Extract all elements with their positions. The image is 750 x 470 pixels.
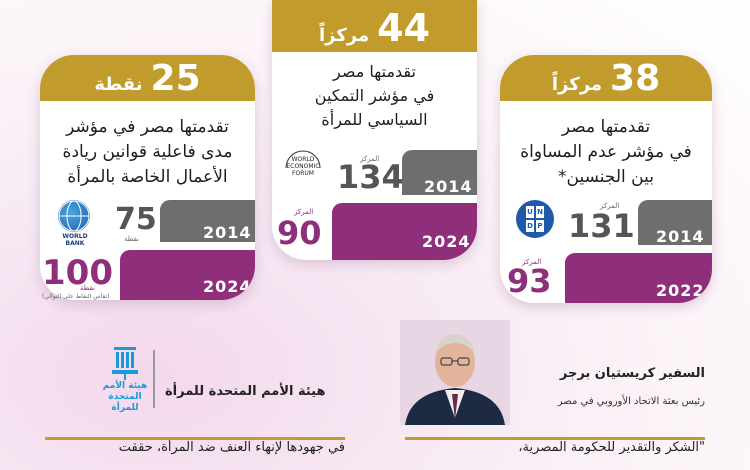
new-value: 100 [42, 253, 113, 293]
ambassador-photo [400, 320, 510, 425]
undp-letter: N [536, 206, 544, 218]
card-description: تقدمتها مصر في مؤشر مدى فاعلية قوانين ري… [50, 115, 245, 190]
old-unit: المركز [600, 202, 620, 210]
card-description: تقدمتها مصر في مؤشر عدم المساواة بين الج… [510, 115, 702, 190]
logo-text: WORLD BANK [62, 233, 88, 247]
new-value: 90 [277, 214, 322, 252]
undp-logo: U N D P [516, 200, 554, 238]
logo-text: WORLD ECONOMIC FORUM [286, 156, 320, 177]
ambassador-role: رئيس بعثة الاتحاد الأوروبي في مصر [557, 396, 705, 407]
un-women-divider [153, 350, 155, 408]
ambassador-name: السفير كريستيان برجر [559, 366, 705, 381]
quote-right: "الشكر والتقدير للحكومة المصرية، [518, 440, 705, 455]
stat-card-political-empowerment: 44 مركزاً تقدمتها مصر في مؤشر التمكين ال… [272, 0, 477, 260]
quote-left: في جهودها لإنهاء العنف ضد المرأة، حققت [118, 440, 345, 455]
improvement-number: 38 [610, 58, 661, 99]
improvement-number: 44 [377, 6, 431, 50]
old-value: 75 [115, 202, 157, 237]
un-women-icon [112, 347, 138, 380]
new-note: (تقاس النقاط على التوالي) [42, 293, 110, 300]
year-label: 2014 [424, 177, 473, 196]
year-label: 2014 [203, 223, 252, 242]
undp-letter: D [526, 220, 534, 232]
bar-2014 [402, 150, 477, 195]
bar-2014 [160, 200, 255, 242]
improvement-number: 25 [150, 58, 201, 99]
new-unit: المركز [522, 258, 542, 266]
bar-2024 [332, 203, 477, 260]
desc-line: بين الجنسين* [558, 167, 654, 187]
old-unit: المركز [360, 155, 380, 163]
year-label: 2014 [656, 227, 705, 246]
desc-line: في مؤشر عدم المساواة [520, 142, 692, 162]
bar-2022 [565, 253, 712, 303]
desc-line: السياسي للمرأة [321, 110, 428, 129]
world-bank-logo: WORLD BANK [54, 200, 94, 247]
new-unit: نقطة [80, 284, 95, 292]
desc-line: تقدمتها مصر [333, 62, 416, 81]
new-value: 93 [507, 262, 552, 300]
stat-card-gender-inequality: 38 مركزاً تقدمتها مصر في مؤشر عدم المساو… [500, 55, 712, 303]
bar-2024 [120, 250, 255, 300]
old-value: 134 [337, 158, 404, 196]
card-header: 25 نقطة [40, 55, 255, 101]
desc-line: تقدمتها مصر في مؤشر [66, 117, 229, 137]
desc-line: في مؤشر التمكين [314, 86, 435, 105]
bar-2014 [638, 200, 712, 245]
un-women-logo-text: هيئة الأمم المتحدة للمرأة [102, 381, 148, 413]
undp-letter: U [526, 206, 534, 218]
old-value: 131 [568, 207, 635, 245]
un-women-logo: هيئة الأمم المتحدة للمرأة [100, 345, 150, 413]
card-header: 38 مركزاً [500, 55, 712, 101]
desc-line: تقدمتها مصر [561, 117, 651, 137]
quote-right-underline [405, 437, 705, 440]
quote-left-underline [45, 437, 345, 440]
old-unit: نقطة [124, 235, 139, 243]
stat-card-women-business-laws: 25 نقطة تقدمتها مصر في مؤشر مدى فاعلية ق… [40, 55, 255, 300]
world-economic-forum-logo: WORLD ECONOMIC FORUM [280, 148, 326, 188]
improvement-unit: مركزاً [318, 25, 370, 46]
undp-letter: P [536, 220, 544, 232]
year-label: 2022 [656, 281, 705, 300]
card-description: تقدمتها مصر في مؤشر التمكين السياسي للمر… [282, 60, 467, 132]
year-label: 2024 [422, 232, 471, 251]
card-header: 44 مركزاً [272, 0, 477, 52]
desc-line: مدى فاعلية قوانين ريادة [62, 142, 233, 162]
year-label: 2024 [203, 277, 252, 296]
desc-line: الأعمال الخاصة بالمرأة [67, 167, 228, 187]
improvement-unit: مركزاً [551, 74, 603, 95]
new-unit: المركز [294, 208, 314, 216]
un-women-title: هيئة الأمم المتحدة للمرأة [165, 384, 326, 399]
improvement-unit: نقطة [94, 74, 143, 95]
